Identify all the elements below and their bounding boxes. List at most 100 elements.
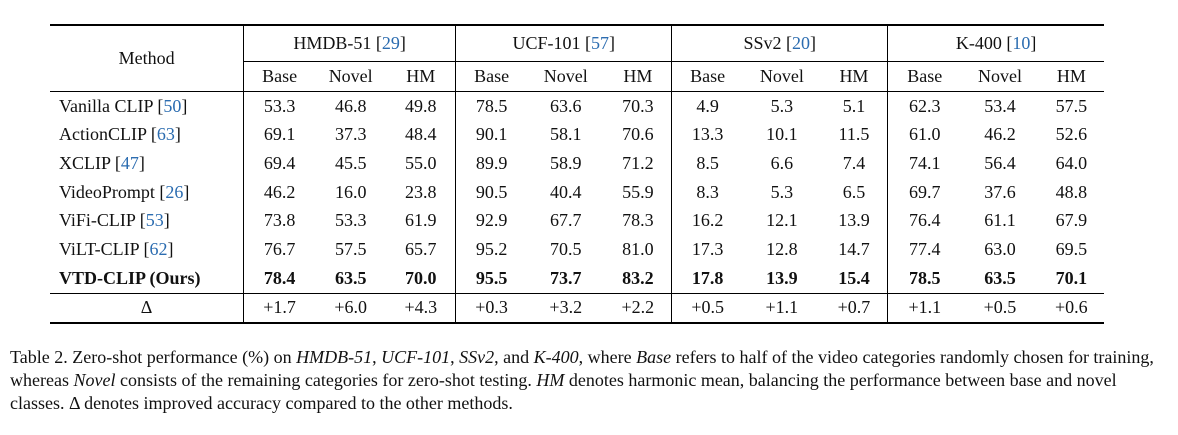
- method-cell: Vanilla CLIP [50]: [50, 90, 245, 121]
- value-cell: 55.0: [386, 149, 457, 178]
- value-cell: 16.0: [334, 181, 367, 202]
- value-cell: +2.2: [604, 292, 673, 325]
- value-cell: 90.5: [475, 181, 508, 202]
- table-row: VTD-CLIP (Ours) 78.4 63.5 70.0 95.5 73.7 83.2 1…: [50, 263, 1104, 293]
- value-cell: +0.5: [671, 292, 744, 325]
- table-row: Δ +1.7 +6.0 +4.3 +0.3 +3.2 +2.2 +0.5 +1.1 +0.7 +1.…: [50, 292, 1104, 325]
- value-cell: 63.5: [334, 267, 367, 288]
- table-row: Vanilla CLIP [50] 53.3 46.8 49.8 78.5 63.6 70.…: [50, 90, 1104, 121]
- value-cell: +0.3: [455, 292, 528, 325]
- value-cell: 73.8: [263, 210, 296, 231]
- value-cell: 70.6: [604, 120, 673, 150]
- header-row-datasets: Method HMDB-51 [29] UCF-101 [57] SSv2 [2…: [50, 23, 1104, 92]
- value-cell: +0.7: [820, 292, 889, 325]
- method-cell: Δ: [50, 292, 245, 325]
- method-header: Method: [50, 23, 245, 92]
- subheader-hm: HM: [386, 61, 457, 92]
- subheader-base: Base: [690, 65, 726, 86]
- value-cell: 83.2: [604, 263, 673, 293]
- value-cell: 69.7: [909, 181, 941, 202]
- value-cell: 78.3: [604, 206, 673, 236]
- value-cell: +1.1: [887, 292, 962, 325]
- value-cell: 6.6: [770, 152, 794, 173]
- value-cell: +3.2: [527, 292, 605, 325]
- subheader-novel: Novel: [759, 65, 804, 86]
- value-cell: 78.5: [909, 267, 941, 288]
- method-cell: VTD-CLIP (Ours): [50, 263, 245, 293]
- value-cell: 78.5: [455, 90, 528, 121]
- value-cell: +6.0: [315, 292, 387, 325]
- value-cell: 57.5: [334, 238, 367, 259]
- header-row-metrics: Base Novel HM Base Novel HM Base Novel H…: [50, 61, 1104, 92]
- value-cell: 45.5: [334, 152, 367, 173]
- table-row: XCLIP [47] 69.4 45.5 55.0 89.9 58.9 71.2 8.5 6.6…: [50, 149, 1104, 178]
- value-cell: 77.4: [909, 238, 941, 259]
- value-cell: 70.3: [604, 90, 673, 121]
- value-cell: +0.5: [961, 292, 1039, 325]
- value-cell: 5.1: [820, 90, 889, 121]
- value-cell: 48.4: [386, 120, 457, 150]
- value-cell: +1.7: [243, 292, 316, 325]
- value-cell: 46.2: [984, 124, 1016, 145]
- value-cell: 70.0: [386, 263, 457, 293]
- value-cell: 53.3: [243, 90, 316, 121]
- value-cell: 12.1: [766, 210, 798, 231]
- method-cell: ActionCLIP [63]: [50, 120, 245, 150]
- subheader-hm: HM: [604, 61, 673, 92]
- method-cell: ViLT-CLIP [62]: [50, 235, 245, 264]
- value-cell: 62.3: [887, 90, 962, 121]
- value-cell: 55.9: [604, 177, 673, 207]
- value-cell: 61.1: [984, 210, 1016, 231]
- subheader-hm: HM: [820, 61, 889, 92]
- value-cell: 89.9: [475, 152, 508, 173]
- value-cell: 95.5: [475, 267, 508, 288]
- value-cell: 69.4: [263, 152, 296, 173]
- value-cell: 17.8: [691, 267, 724, 288]
- value-cell: 49.8: [386, 90, 457, 121]
- value-cell: 37.6: [984, 181, 1016, 202]
- table-row: VideoPrompt [26] 46.2 16.0 23.8 90.5 40.4 55.9…: [50, 177, 1104, 207]
- table-body: Vanilla CLIP [50] 53.3 46.8 49.8 78.5 63.6 70.…: [50, 90, 1104, 325]
- subheader-hm: HM: [1056, 65, 1086, 86]
- value-cell: 10.1: [766, 124, 798, 145]
- value-cell: +4.3: [386, 292, 457, 325]
- value-cell: 8.3: [696, 181, 719, 202]
- value-cell: 46.2: [263, 181, 296, 202]
- value-cell: 52.6: [1055, 124, 1088, 145]
- value-cell: 76.4: [909, 210, 941, 231]
- results-table: Method HMDB-51 [29] UCF-101 [57] SSv2 [2…: [50, 23, 1104, 325]
- method-cell: XCLIP [47]: [50, 149, 245, 178]
- dataset-header-hmdb51: HMDB-51 [29]: [243, 24, 457, 62]
- value-cell: 17.3: [691, 238, 724, 259]
- table-row: ActionCLIP [63] 69.1 37.3 48.4 90.1 58.1 70.6 1…: [50, 120, 1104, 150]
- value-cell: 67.9: [1055, 210, 1088, 231]
- value-cell: 95.2: [475, 238, 508, 259]
- value-cell: 46.8: [315, 90, 387, 121]
- value-cell: 70.1: [1055, 267, 1088, 288]
- subheader-novel: Novel: [328, 65, 373, 86]
- value-cell: 69.1: [263, 124, 296, 145]
- value-cell: 67.7: [550, 210, 582, 231]
- value-cell: 40.4: [550, 181, 582, 202]
- value-cell: 92.9: [475, 210, 508, 231]
- value-cell: 70.5: [550, 238, 582, 259]
- subheader-novel: Novel: [543, 65, 588, 86]
- value-cell: 5.3: [770, 181, 794, 202]
- value-cell: 12.8: [766, 238, 798, 259]
- value-cell: 63.0: [984, 238, 1016, 259]
- value-cell: +0.6: [1038, 292, 1104, 325]
- value-cell: 71.2: [604, 149, 673, 178]
- value-cell: 53.3: [334, 210, 367, 231]
- value-cell: 6.5: [820, 177, 889, 207]
- value-cell: 53.4: [961, 90, 1039, 121]
- value-cell: 58.1: [550, 124, 582, 145]
- value-cell: 63.5: [984, 267, 1016, 288]
- value-cell: 13.9: [820, 206, 889, 236]
- value-cell: 74.1: [909, 152, 941, 173]
- dataset-header-k400: K-400 [10]: [887, 24, 1104, 62]
- value-cell: 69.5: [1055, 238, 1088, 259]
- value-cell: 63.6: [527, 90, 605, 121]
- value-cell: +1.1: [743, 292, 821, 325]
- value-cell: 5.3: [743, 90, 821, 121]
- subheader-base: Base: [262, 65, 298, 86]
